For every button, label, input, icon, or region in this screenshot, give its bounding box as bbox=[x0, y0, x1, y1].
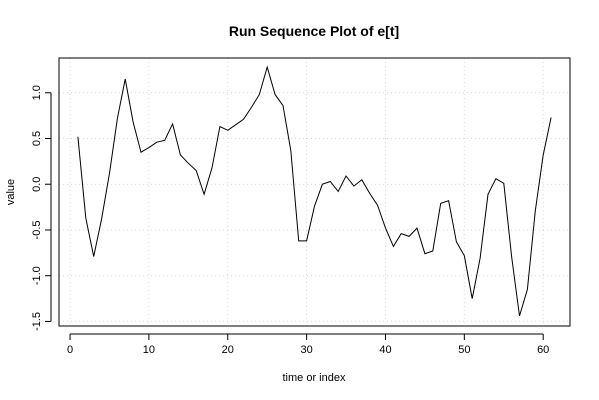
y-axis: -1.5 -1.0 -0.5 0.0 0.5 1.0 bbox=[31, 85, 52, 331]
x-tick-label-1: 10 bbox=[143, 344, 155, 356]
x-tick-label-2: 20 bbox=[222, 344, 234, 356]
series-line bbox=[77, 65, 552, 317]
x-axis: 0 10 20 30 40 50 60 bbox=[67, 333, 549, 356]
x-tick-label-3: 30 bbox=[300, 344, 312, 356]
x-axis-label: time or index bbox=[283, 372, 346, 384]
x-tick-label-5: 50 bbox=[458, 344, 470, 356]
y-tick-label-4: 0.5 bbox=[31, 131, 43, 146]
x-tick-label-6: 60 bbox=[537, 344, 549, 356]
plot-frame bbox=[58, 57, 571, 327]
y-tick-label-2: -0.5 bbox=[31, 220, 43, 239]
x-tick-label-0: 0 bbox=[67, 344, 73, 356]
y-tick-label-3: 0.0 bbox=[31, 177, 43, 192]
y-axis-label: value bbox=[5, 179, 17, 205]
grid-lines bbox=[59, 58, 570, 326]
y-tick-label-5: 1.0 bbox=[31, 85, 43, 100]
y-tick-label-0: -1.5 bbox=[31, 312, 43, 331]
x-tick-label-4: 40 bbox=[379, 344, 391, 356]
chart-title: Run Sequence Plot of e[t] bbox=[229, 23, 399, 39]
y-tick-label-1: -1.0 bbox=[31, 266, 43, 285]
